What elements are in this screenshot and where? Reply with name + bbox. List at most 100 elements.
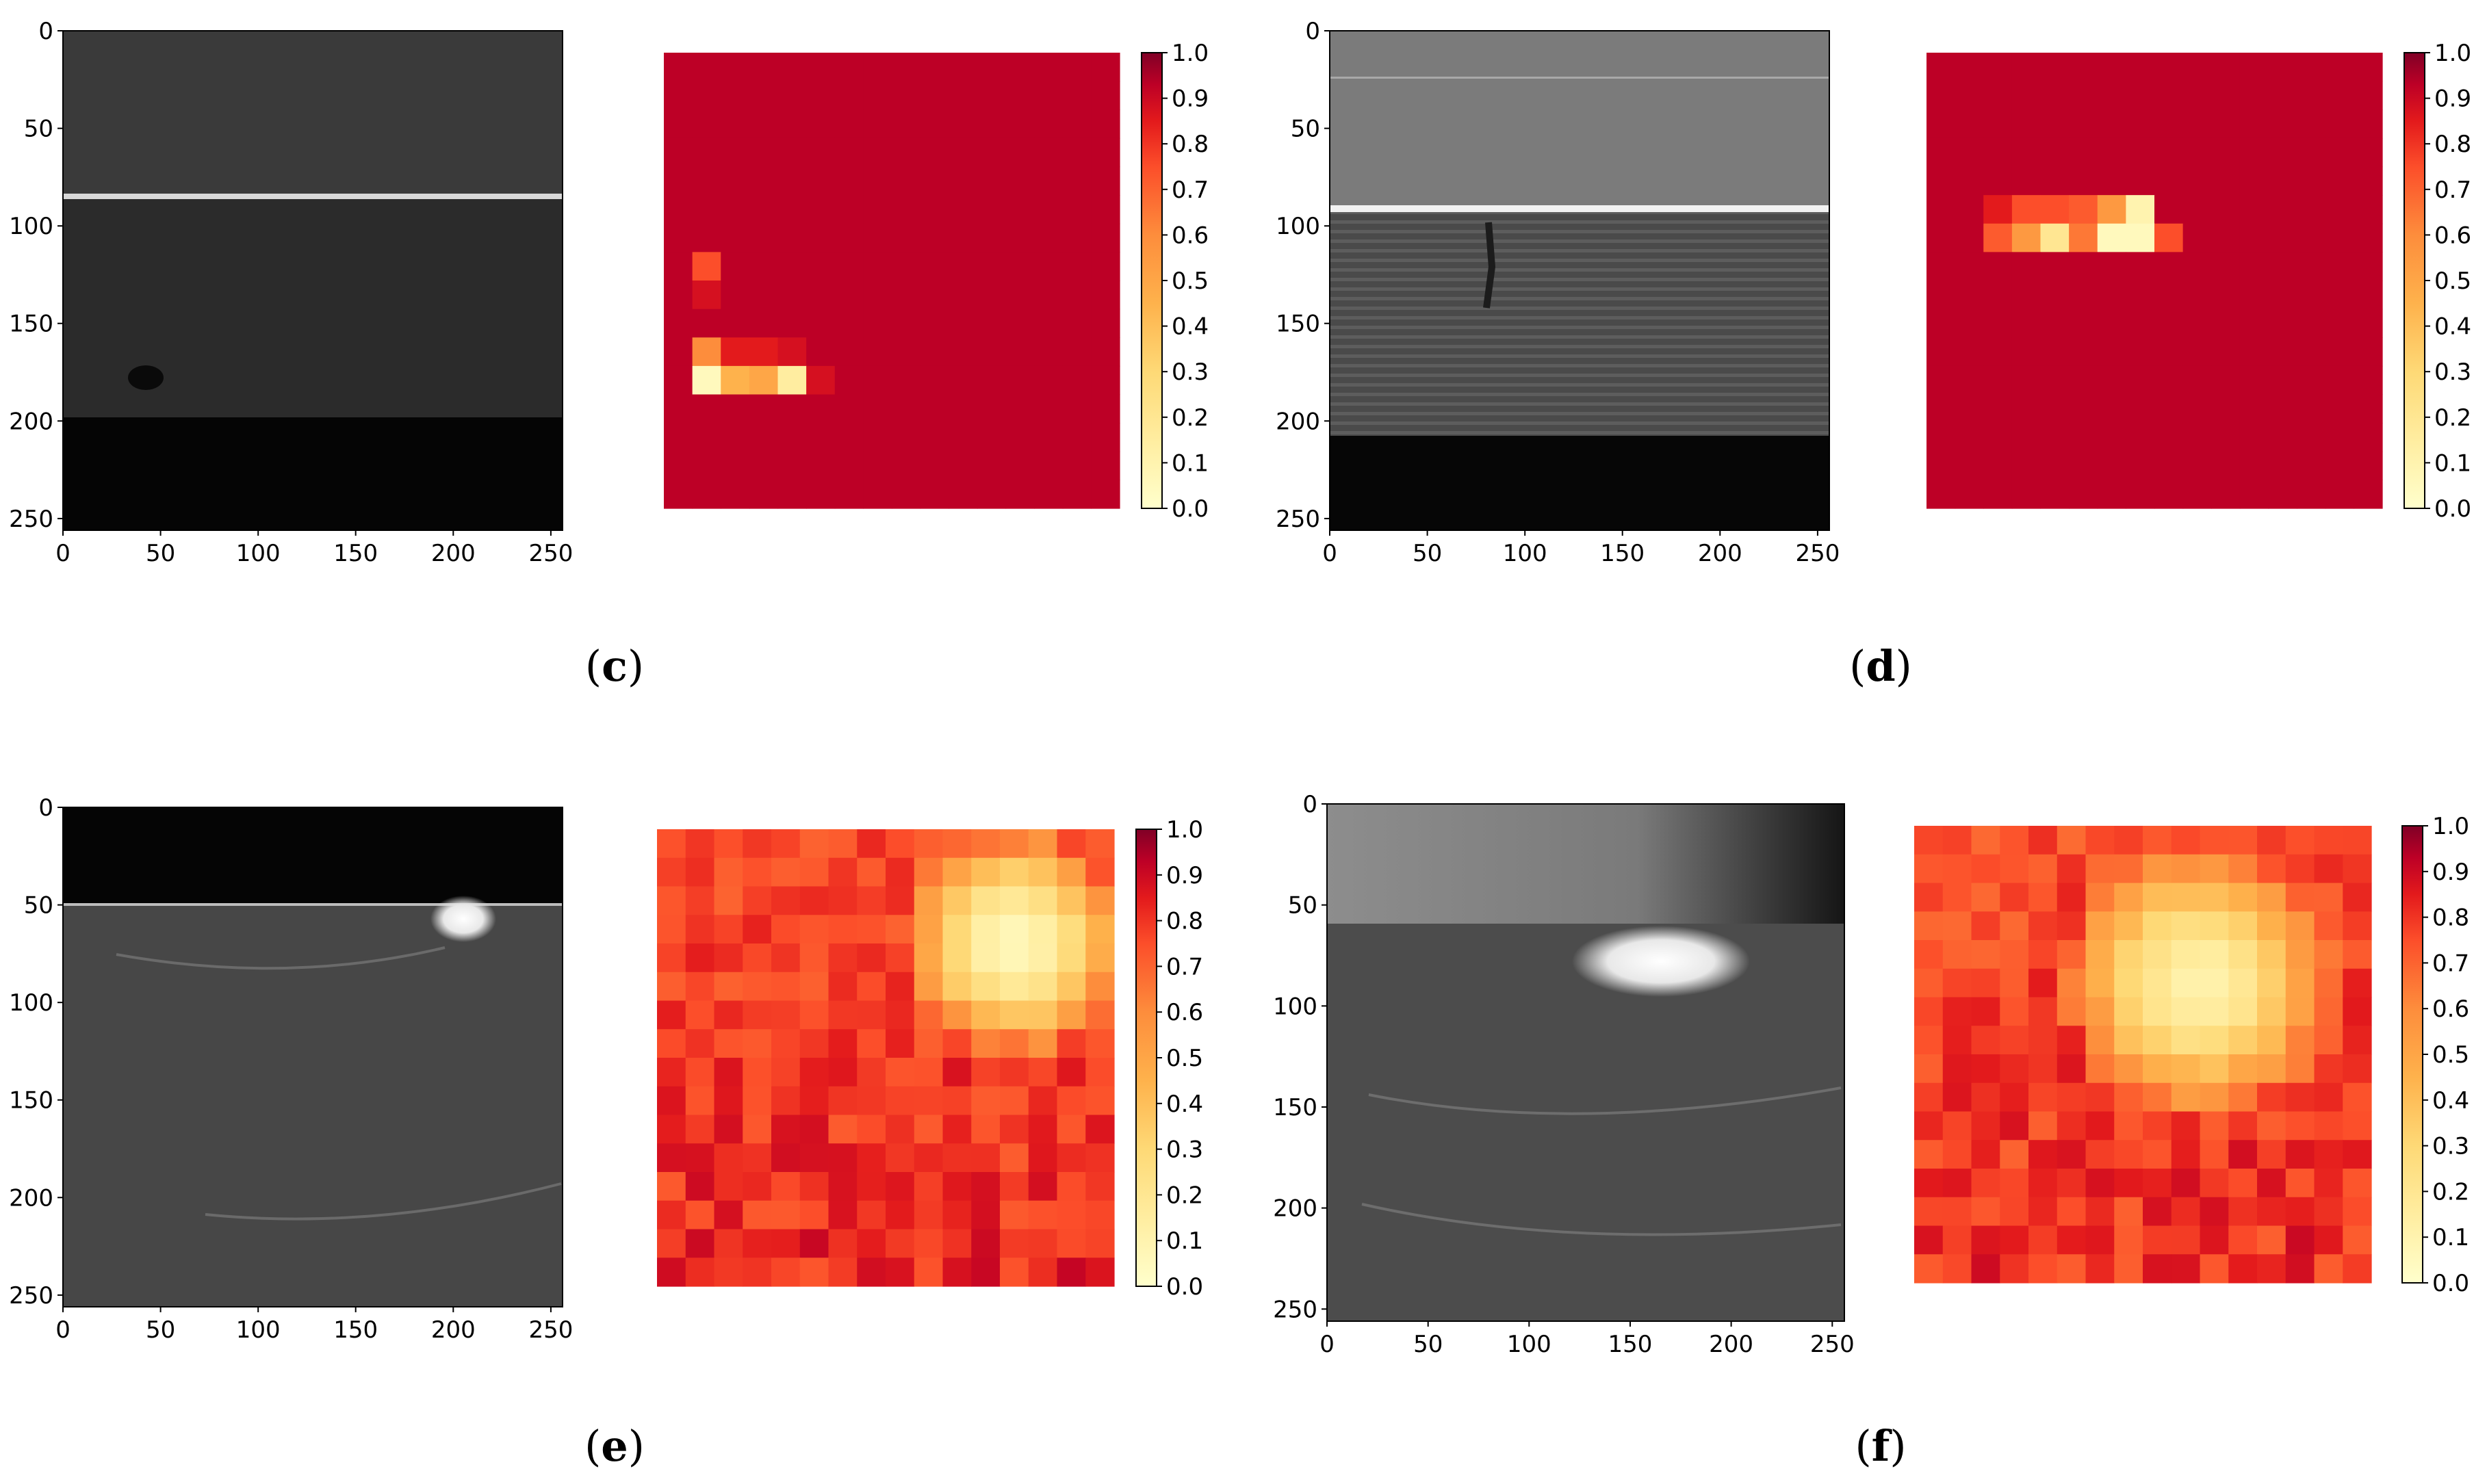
- heatmap-cell: [1942, 1225, 1972, 1255]
- heatmap-cell: [949, 252, 978, 281]
- heatmap-cell: [857, 829, 886, 859]
- colorbar-tick-label: 0.9: [1166, 862, 1203, 889]
- heatmap-cell: [942, 1115, 972, 1144]
- heatmap-cell: [2154, 109, 2184, 139]
- heatmap-cell: [1062, 109, 1092, 139]
- heatmap-cell: [892, 195, 921, 224]
- heatmap-cell: [2028, 1026, 2058, 1055]
- heatmap-cell: [1983, 480, 2013, 509]
- y-tick-f-250: 250: [1273, 1296, 1327, 1323]
- heatmap-cell: [692, 365, 721, 395]
- caption-d: (d): [1849, 641, 1912, 691]
- heatmap-cell: [2200, 883, 2229, 912]
- heatmap-cell: [1955, 394, 1984, 424]
- heatmap-cell: [657, 972, 686, 1002]
- heatmap-cell: [1062, 223, 1092, 252]
- heatmap-cell: [2314, 854, 2343, 884]
- heatmap-cell: [799, 1000, 829, 1030]
- heatmap-cell: [714, 1258, 743, 1287]
- image-f-streak-1: [1368, 1086, 1842, 1115]
- heatmap-cell: [2228, 1169, 2258, 1198]
- heatmap-cell: [863, 138, 892, 168]
- colorbar-f-ticks: 1.0 0.9 0.8 0.7 0.6 0.5 0.4 0.3 0.2 0.1 0.0: [2423, 813, 2469, 1297]
- heatmap-cell: [1955, 81, 1984, 110]
- heatmap-cell: [886, 1000, 915, 1030]
- heatmap-cell: [2057, 883, 2087, 912]
- heatmap-cell: [685, 1229, 715, 1258]
- heatmap-cell: [857, 857, 886, 887]
- heatmap-cell: [1062, 480, 1092, 509]
- heatmap-cell: [2228, 883, 2258, 912]
- heatmap-cell: [2171, 826, 2201, 855]
- heatmap-cell: [1914, 883, 1944, 912]
- heatmap-cell: [692, 195, 721, 224]
- heatmap-cell: [2228, 1225, 2258, 1255]
- heatmap-cell: [2114, 1140, 2143, 1169]
- heatmap-cell: [1927, 309, 1956, 338]
- heatmap-cell: [2314, 1225, 2343, 1255]
- heatmap-cell: [1005, 252, 1035, 281]
- heatmap-cell: [2228, 854, 2258, 884]
- heatmap-cell: [2268, 281, 2297, 310]
- heatmap-cell: [2257, 1054, 2286, 1084]
- svg-text:50: 50: [1413, 1331, 1443, 1358]
- heatmap-cell: [2182, 53, 2212, 82]
- colorbar-tick-label: 0.0: [1172, 495, 1209, 523]
- heatmap-cell: [1028, 857, 1058, 887]
- x-tick-f-0: 0: [1319, 1321, 1335, 1358]
- heatmap-cell: [1062, 166, 1092, 196]
- heatmap-cell: [2314, 1082, 2343, 1112]
- heatmap-cell: [2126, 480, 2155, 509]
- x-tick-d-0: 0: [1322, 530, 1337, 567]
- heatmap-cell: [2354, 337, 2383, 367]
- heatmap-cell: [777, 480, 807, 509]
- heatmap-cell: [1057, 943, 1086, 973]
- heatmap-cell: [1955, 138, 1984, 168]
- heatmap-cell: [886, 972, 915, 1002]
- y-tick-e-100: 100: [9, 989, 63, 1017]
- heatmap-cell: [892, 365, 921, 395]
- heatmap-cell: [1942, 1169, 1972, 1198]
- heatmap-cell: [664, 252, 693, 281]
- caption-c-label: c: [602, 641, 628, 691]
- svg-text:100: 100: [1273, 993, 1317, 1020]
- heatmap-cell: [2040, 365, 2070, 395]
- heatmap-cell: [828, 1000, 858, 1030]
- heatmap-cell: [2325, 81, 2354, 110]
- heatmap-cell: [2343, 854, 2372, 884]
- heatmap-cell: [771, 1058, 801, 1087]
- heatmap-cell: [2154, 252, 2184, 281]
- heatmap-cell: [1971, 968, 2000, 998]
- colorbar-tick-label: 0.5: [2432, 1041, 2469, 1069]
- heatmap-cell: [828, 829, 858, 859]
- svg-text:250: 250: [9, 1282, 53, 1310]
- colorbar-tick-label: 0.8: [1166, 908, 1203, 935]
- heatmap-cell: [2011, 309, 2041, 338]
- heatmap-cell: [2126, 423, 2155, 452]
- heatmap-cell: [1034, 365, 1064, 395]
- heatmap-cell: [749, 451, 779, 480]
- svg-text:0: 0: [1302, 791, 1317, 818]
- svg-text:150: 150: [1600, 540, 1645, 567]
- heatmap-cell: [1927, 109, 1956, 139]
- heatmap-cell: [2028, 1225, 2058, 1255]
- heatmap-cell: [1034, 166, 1064, 196]
- heatmap-cell: [743, 1172, 772, 1201]
- heatmap-cell: [1028, 1258, 1058, 1287]
- heatmap-cell: [657, 1258, 686, 1287]
- heatmap-cell: [2171, 854, 2201, 884]
- svg-text:0: 0: [55, 1316, 70, 1344]
- heatmap-cell: [2182, 480, 2212, 509]
- colorbar-tick-label: 1.0: [1172, 40, 1209, 67]
- heatmap-cell: [1091, 365, 1120, 395]
- heatmap-cell: [1971, 1026, 2000, 1055]
- colorbar-tick-label: 0.8: [2432, 904, 2469, 932]
- heatmap-cell: [2239, 337, 2269, 367]
- caption-e-label: e: [601, 1421, 628, 1471]
- heatmap-cell: [2325, 109, 2354, 139]
- heatmap-cell: [977, 195, 1007, 224]
- heatmap-cell: [2143, 1111, 2172, 1141]
- heatmap-cell: [942, 943, 972, 973]
- heatmap-cell: [1034, 81, 1064, 110]
- heatmap-cell: [2211, 309, 2241, 338]
